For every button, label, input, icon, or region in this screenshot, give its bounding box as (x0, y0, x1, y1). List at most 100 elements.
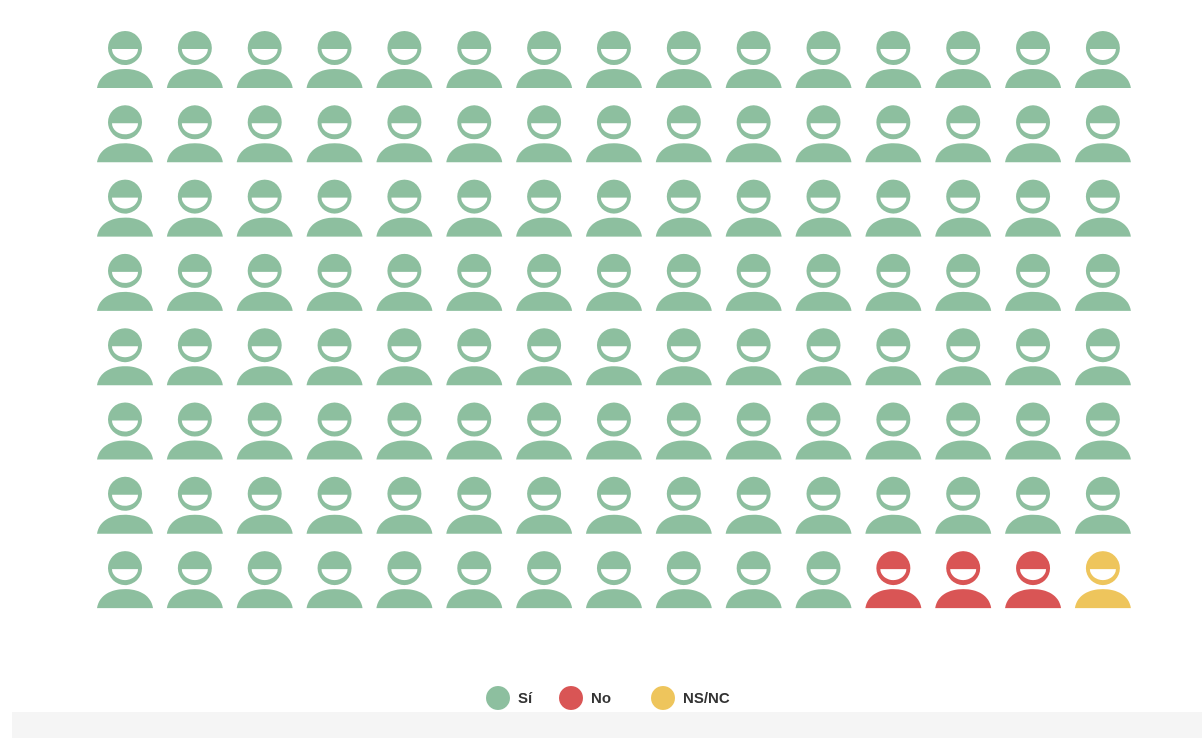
person-icon (236, 402, 293, 460)
icon-smile (600, 569, 627, 581)
person-icon (376, 253, 433, 311)
icon-body (97, 217, 153, 237)
icon-smile (391, 197, 418, 209)
person-icon (1074, 328, 1131, 386)
icon-body (516, 366, 573, 386)
icon-body (585, 589, 642, 609)
person-icon (516, 402, 573, 460)
icon-body (236, 366, 293, 386)
icon-smile (112, 420, 138, 432)
icon-body (236, 217, 293, 237)
icon-body (446, 514, 503, 534)
icon-body (585, 514, 642, 534)
icon-smile (880, 569, 907, 581)
person-icon (1074, 476, 1131, 534)
icon-body (516, 291, 573, 311)
person-icon (166, 105, 223, 163)
person-icon (516, 105, 573, 163)
icon-body (516, 589, 573, 609)
icon-body (1074, 217, 1131, 237)
person-icon (376, 179, 433, 237)
icon-smile (391, 346, 418, 358)
person-icon (725, 105, 782, 163)
icon-body (935, 366, 992, 386)
icon-smile (880, 494, 907, 506)
icon-smile (251, 197, 278, 209)
icon-body (376, 143, 433, 163)
icon-smile (531, 123, 558, 135)
icon-smile (600, 346, 627, 358)
person-icon (1005, 328, 1062, 386)
icon-body (935, 69, 992, 88)
icon-smile (391, 420, 418, 432)
icon-smile (1089, 123, 1116, 135)
icon-smile (880, 197, 907, 209)
person-icon (865, 31, 922, 88)
person-icon (655, 179, 712, 237)
icon-smile (670, 123, 697, 135)
person-icon (306, 402, 363, 460)
icon-smile (112, 123, 138, 135)
icon-smile (810, 49, 837, 60)
person-icon (725, 328, 782, 386)
icon-smile (670, 420, 697, 432)
icon-body (376, 69, 433, 88)
person-icon (236, 31, 293, 88)
icon-body (376, 217, 433, 237)
icon-body (1074, 69, 1131, 88)
icon-smile (600, 197, 627, 209)
person-icon (236, 328, 293, 386)
icon-body (795, 69, 852, 88)
icon-body (166, 217, 223, 237)
person-icon (935, 253, 992, 311)
icon-body (516, 440, 573, 460)
icon-body (516, 143, 573, 163)
icon-smile (1089, 569, 1116, 581)
person-icon (306, 551, 363, 609)
icon-smile (112, 494, 138, 506)
person-icon (166, 328, 223, 386)
icon-smile (321, 271, 348, 283)
person-icon (236, 551, 293, 609)
icon-body (516, 69, 573, 88)
icon-smile (321, 197, 348, 209)
person-icon (725, 253, 782, 311)
icon-body (655, 366, 712, 386)
icon-smile (251, 420, 278, 432)
person-icon (1074, 179, 1131, 237)
person-icon (236, 179, 293, 237)
icon-smile (1020, 271, 1047, 283)
icon-smile (880, 346, 907, 358)
icon-smile (880, 123, 907, 135)
icon-body (795, 217, 852, 237)
icon-body (655, 291, 712, 311)
icon-smile (1089, 494, 1116, 506)
icon-smile (1089, 271, 1116, 283)
icon-body (166, 291, 223, 311)
icon-body (376, 440, 433, 460)
person-icon (446, 402, 503, 460)
icon-smile (670, 197, 697, 209)
person-icon (446, 31, 503, 88)
icon-body (865, 440, 922, 460)
legend-swatch (486, 686, 510, 710)
icon-smile (810, 123, 837, 135)
icon-smile (251, 569, 278, 581)
person-icon (306, 179, 363, 237)
icon-smile (810, 569, 837, 581)
icon-body (236, 514, 293, 534)
icon-smile (810, 346, 837, 358)
icon-body (446, 217, 503, 237)
person-icon (97, 253, 153, 311)
icon-smile (251, 271, 278, 283)
icon-smile (391, 49, 418, 60)
icon-smile (1020, 49, 1047, 60)
person-icon (585, 179, 642, 237)
person-icon (97, 328, 153, 386)
icon-smile (461, 197, 488, 209)
person-icon (935, 402, 992, 460)
person-icon (795, 31, 852, 88)
icon-smile (531, 346, 558, 358)
icon-smile (181, 49, 208, 60)
person-icon (655, 476, 712, 534)
